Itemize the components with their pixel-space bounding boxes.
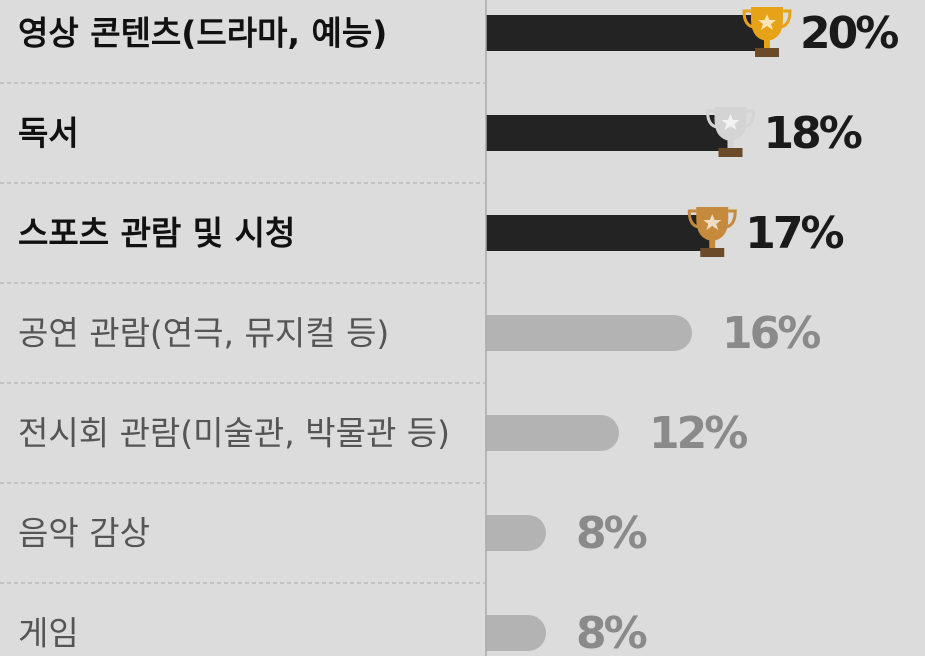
- trophy-handles: [705, 109, 756, 129]
- category-label: 공연 관람(연극, 뮤지컬 등): [18, 314, 389, 353]
- category-label: 독서: [18, 114, 79, 153]
- trophy-base: [700, 248, 725, 257]
- trophy-stem: [727, 140, 734, 148]
- label-panel: [0, 0, 486, 656]
- value-label: 18%: [764, 108, 862, 159]
- category-label: 음악 감상: [18, 514, 150, 553]
- category-label: 게임: [18, 614, 79, 653]
- value-label: 8%: [576, 608, 647, 656]
- trophy-icon: [687, 207, 737, 257]
- trophy-star: [703, 214, 722, 230]
- category-label: 스포츠 관람 및 시청: [18, 214, 295, 253]
- trophy-star: [721, 114, 740, 130]
- value-label: 17%: [745, 208, 843, 259]
- trophy-base: [755, 48, 779, 57]
- trophy-star: [758, 14, 776, 30]
- category-label: 영상 콘텐츠(드라마, 예능): [18, 14, 387, 53]
- value-label: 16%: [722, 308, 820, 359]
- trophy-base: [718, 148, 743, 157]
- trophy-stem: [764, 40, 770, 48]
- category-label: 전시회 관람(미술관, 박물관 등): [18, 414, 450, 453]
- value-label: 12%: [649, 408, 747, 459]
- trophy-handles: [742, 9, 792, 29]
- trophy-icon: [705, 107, 756, 157]
- trophy-handles: [687, 209, 737, 229]
- value-label: 20%: [800, 8, 898, 59]
- trophy-icon: [742, 7, 792, 57]
- value-label: 8%: [576, 508, 647, 559]
- trophy-stem: [709, 240, 716, 248]
